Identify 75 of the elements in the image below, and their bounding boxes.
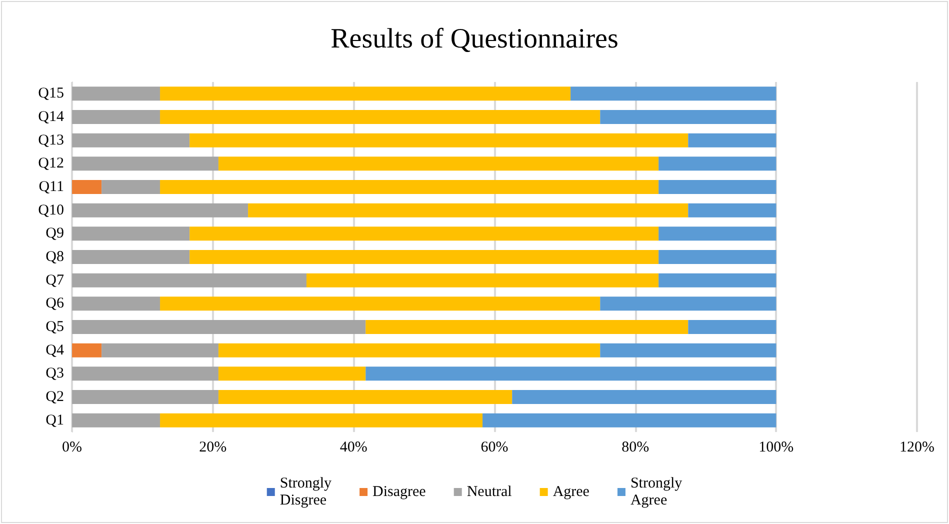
bar xyxy=(160,86,571,101)
bar xyxy=(72,413,160,428)
bar xyxy=(512,390,776,404)
bar xyxy=(72,390,218,404)
x-tick-label: 60% xyxy=(480,440,508,456)
y-tick-label: Q9 xyxy=(46,226,64,242)
legend-label: Neutral xyxy=(466,484,512,500)
bar xyxy=(688,133,776,148)
y-tick-label: Q10 xyxy=(38,202,64,218)
x-tick-label: 80% xyxy=(622,440,650,456)
x-tick-label: 0% xyxy=(62,440,82,456)
bar xyxy=(366,320,688,334)
bar xyxy=(72,110,160,124)
y-tick-label: Q13 xyxy=(38,132,64,148)
x-tick-label: 40% xyxy=(340,440,368,456)
legend-label: Strongly Agree xyxy=(630,476,683,508)
bar xyxy=(72,296,160,311)
bar xyxy=(688,320,776,334)
legend-label: Disagree xyxy=(372,484,426,500)
bar xyxy=(72,86,160,101)
bar xyxy=(72,320,366,334)
y-tick-label: Q15 xyxy=(38,86,64,102)
bar xyxy=(600,296,776,311)
y-tick-label: Q11 xyxy=(38,179,64,195)
y-tick-label: Q2 xyxy=(46,389,64,405)
bar xyxy=(72,226,190,241)
bar xyxy=(600,110,776,124)
x-tick-label: 120% xyxy=(900,440,934,456)
bar xyxy=(658,156,776,171)
bar xyxy=(190,250,659,264)
bar xyxy=(72,366,218,381)
bar xyxy=(160,413,483,428)
y-tick-label: Q4 xyxy=(46,342,64,358)
bar xyxy=(72,250,190,264)
bar xyxy=(366,366,776,381)
y-tick-label: Q5 xyxy=(46,319,64,335)
bar xyxy=(160,296,600,311)
y-tick-label: Q14 xyxy=(38,109,64,125)
bar xyxy=(482,413,776,428)
bar xyxy=(658,180,776,194)
y-tick-label: Q1 xyxy=(46,412,64,428)
bar xyxy=(72,203,248,218)
y-tick-label: Q12 xyxy=(38,156,64,172)
bar xyxy=(160,180,659,194)
bar xyxy=(688,203,776,218)
x-tick-label: 20% xyxy=(199,440,227,456)
y-tick-label: Q7 xyxy=(46,272,64,288)
bar xyxy=(102,343,218,358)
bar xyxy=(218,366,366,381)
bar xyxy=(658,273,776,288)
bar xyxy=(72,273,306,288)
y-tick-label: Q8 xyxy=(46,249,64,265)
bar xyxy=(218,156,659,171)
bar xyxy=(72,156,218,171)
bar xyxy=(658,226,776,241)
bar xyxy=(190,133,688,148)
bar xyxy=(658,250,776,264)
bar xyxy=(72,343,102,358)
y-tick-label: Q6 xyxy=(46,296,64,312)
x-tick-label: 100% xyxy=(758,440,794,456)
legend-label: Strongly Disgree xyxy=(280,476,332,508)
chart-title: Results of Questionnaires xyxy=(330,24,618,54)
bar xyxy=(72,180,102,194)
bar xyxy=(218,343,600,358)
bar xyxy=(218,390,512,404)
bar xyxy=(160,110,600,124)
bar xyxy=(570,86,776,101)
bar xyxy=(248,203,688,218)
bar xyxy=(306,273,659,288)
legend-label: Agree xyxy=(552,484,590,500)
y-tick-label: Q3 xyxy=(46,366,64,382)
bar xyxy=(102,180,160,194)
bar xyxy=(190,226,659,241)
bar xyxy=(72,133,190,148)
bar xyxy=(600,343,776,358)
